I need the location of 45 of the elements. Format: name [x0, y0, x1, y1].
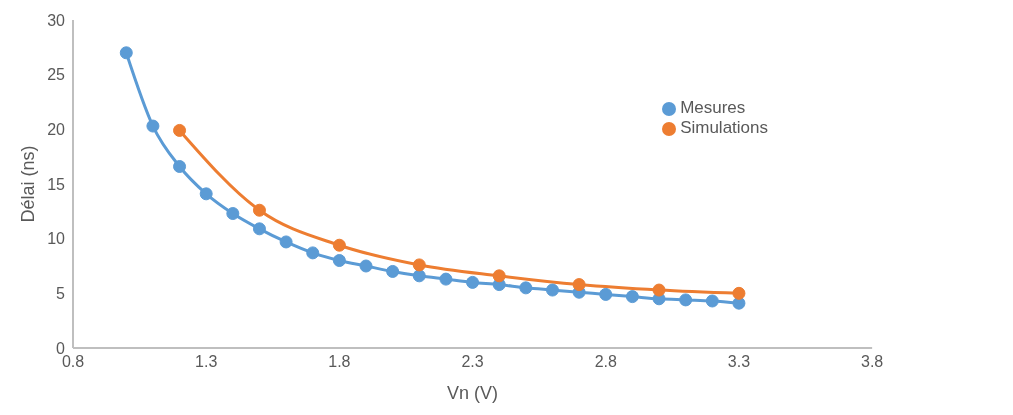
- point: [572, 278, 586, 292]
- y-tick-label: 30: [47, 11, 66, 29]
- y-tick-label: 5: [56, 285, 66, 303]
- x-tick-label: 0.8: [61, 353, 85, 371]
- point: [226, 207, 240, 221]
- legend-label: Mesures: [680, 98, 746, 117]
- point: [545, 283, 559, 297]
- y-tick-label: 20: [47, 121, 66, 139]
- x-tick-label: 2.3: [461, 353, 484, 371]
- point: [439, 272, 453, 286]
- point: [466, 275, 480, 289]
- x-tick-label: 2.8: [594, 353, 617, 371]
- x-tick-label: 1.3: [195, 353, 218, 371]
- point: [332, 238, 346, 252]
- point: [386, 264, 400, 278]
- point: [199, 187, 213, 201]
- point: [492, 269, 506, 283]
- point: [252, 203, 266, 217]
- point: [412, 258, 426, 272]
- x-tick-label: 1.8: [328, 353, 351, 371]
- point: [252, 222, 266, 236]
- point: [173, 160, 187, 174]
- y-tick-label: 15: [47, 175, 66, 193]
- y-tick-label: 25: [47, 66, 66, 84]
- point: [652, 283, 666, 297]
- x-tick-label: 3.3: [727, 353, 751, 371]
- point: [679, 293, 693, 307]
- point: [279, 235, 293, 249]
- point: [599, 287, 613, 301]
- point: [732, 286, 746, 300]
- point: [705, 294, 719, 308]
- point: [173, 123, 187, 137]
- legend-label: Simulations: [680, 118, 768, 137]
- y-tick-label: 10: [47, 230, 66, 248]
- point: [412, 269, 426, 283]
- x-axis-title: Vn (V): [447, 382, 499, 403]
- point: [119, 46, 133, 60]
- point: [332, 254, 346, 268]
- x-tick-label: 3.8: [861, 353, 884, 371]
- point: [625, 290, 639, 304]
- point: [146, 119, 160, 133]
- point: [359, 259, 373, 273]
- point: [306, 246, 320, 260]
- point: [519, 281, 533, 295]
- y-axis-title: Délai (ns): [18, 145, 39, 223]
